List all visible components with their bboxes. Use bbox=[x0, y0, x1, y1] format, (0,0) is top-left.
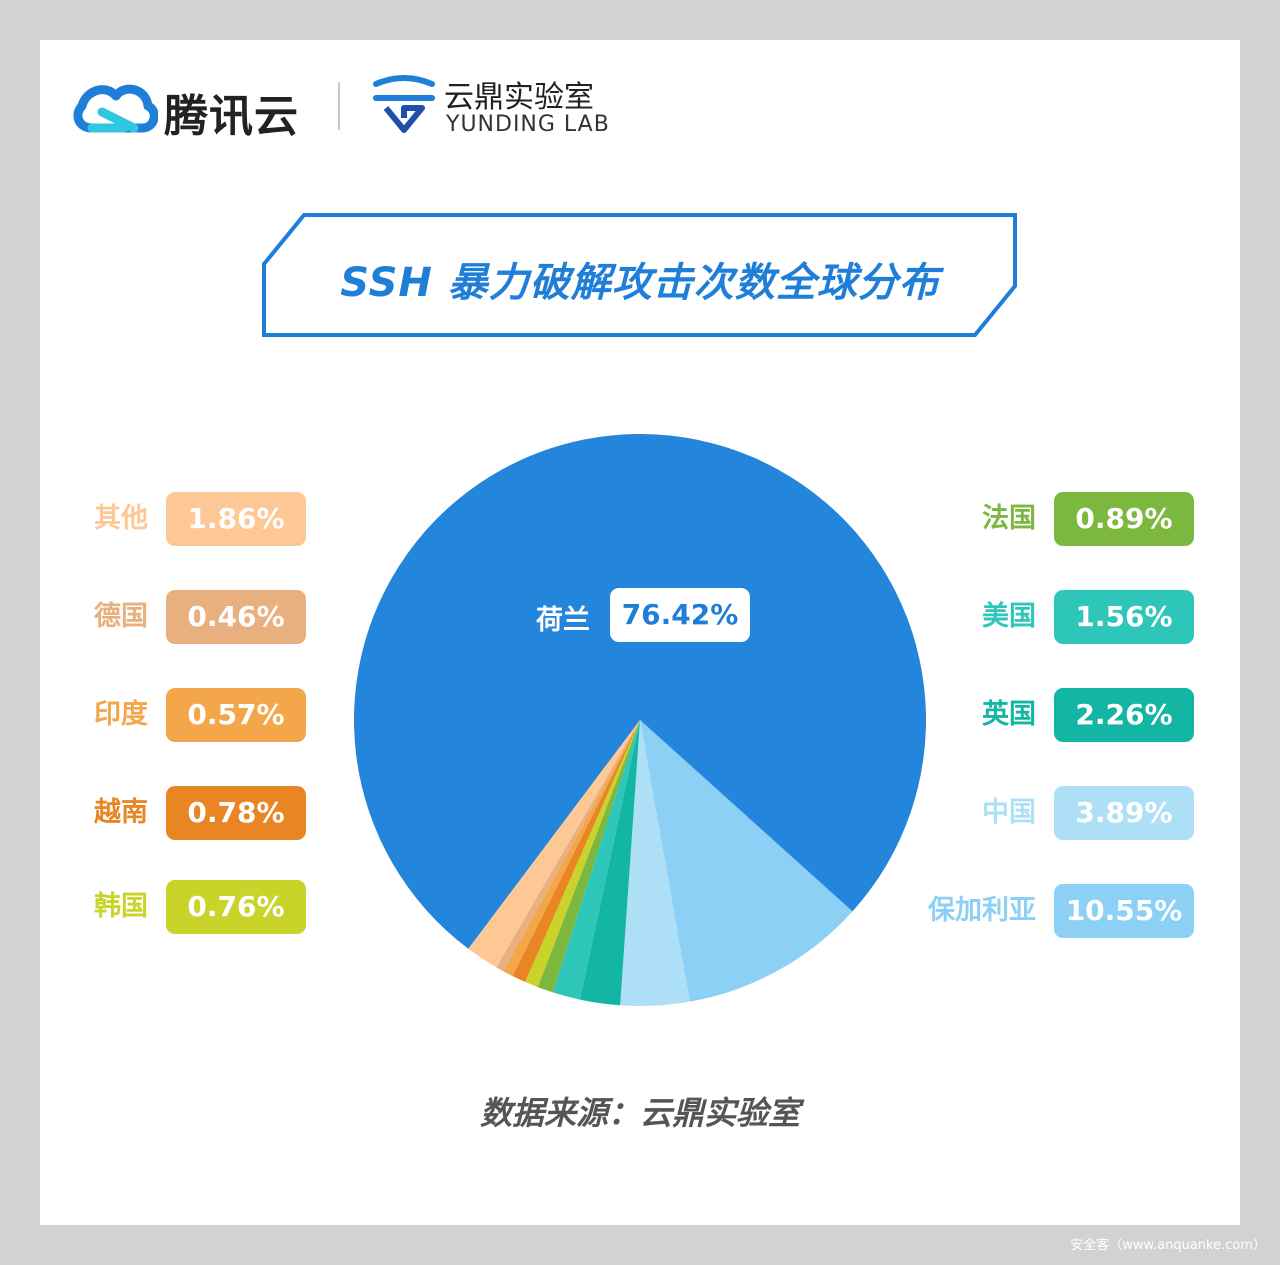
legend-item-germany: 德国 0.46% bbox=[80, 590, 306, 644]
legend-item-other: 其他 1.86% bbox=[80, 492, 306, 546]
brand-yunding-en: YUNDING LAB bbox=[446, 112, 610, 137]
legend-value: 0.46% bbox=[166, 590, 306, 644]
chart-title: SSH 暴力破解攻击次数全球分布 bbox=[340, 260, 940, 306]
pie-slice-越南 bbox=[512, 720, 640, 982]
pie-slice-英国 bbox=[579, 720, 640, 1006]
legend-label: 法国 bbox=[982, 503, 1036, 534]
data-source-note: 数据来源：云鼎实验室 bbox=[479, 1094, 800, 1132]
slice-label-netherlands: 荷兰 bbox=[536, 605, 590, 636]
pie-slice-印度 bbox=[503, 720, 640, 976]
legend-item-vietnam: 越南 0.78% bbox=[80, 786, 306, 840]
legend-item-korea: 韩国 0.76% bbox=[80, 880, 306, 934]
header: 腾讯云 云鼎实验室 YUNDING LAB bbox=[72, 68, 672, 148]
pie-slice-德国 bbox=[496, 720, 640, 972]
legend-item-france: 法国 0.89% bbox=[840, 492, 1194, 546]
tencent-cloud-icon bbox=[73, 84, 158, 133]
legend-item-usa: 美国 1.56% bbox=[840, 590, 1194, 644]
pie-slice-其他 bbox=[468, 720, 640, 968]
legend-label: 中国 bbox=[982, 797, 1036, 828]
legend-label: 保加利亚 bbox=[928, 895, 1036, 926]
pie-slice-韩国 bbox=[525, 720, 640, 988]
pie-slice-保加利亚 bbox=[640, 720, 853, 1002]
legend-label: 英国 bbox=[982, 699, 1036, 730]
legend-value: 1.86% bbox=[166, 492, 306, 546]
legend-value: 0.89% bbox=[1054, 492, 1194, 546]
brand-tencent: 腾讯云 bbox=[164, 91, 299, 142]
pie-slice-中国 bbox=[620, 720, 690, 1007]
yunding-lab-icon bbox=[373, 75, 435, 133]
pie-chart bbox=[353, 434, 926, 1007]
brand-yunding-cn: 云鼎实验室 bbox=[444, 80, 594, 115]
pie-slice-荷兰 bbox=[353, 434, 926, 949]
pie-slice-美国 bbox=[552, 720, 640, 1000]
infographic-card: 腾讯云 云鼎实验室 YUNDING LAB SSH 暴力破解攻击次数全球分布 荷… bbox=[40, 40, 1240, 1225]
legend-label: 韩国 bbox=[94, 891, 148, 922]
legend-label: 印度 bbox=[94, 699, 148, 730]
legend-label: 越南 bbox=[94, 797, 148, 828]
legend-value: 2.26% bbox=[1054, 688, 1194, 742]
legend-item-china: 中国 3.89% bbox=[840, 786, 1194, 840]
legend-item-bulgaria: 保加利亚 10.55% bbox=[840, 884, 1194, 938]
legend-value: 10.55% bbox=[1054, 884, 1194, 938]
legend-item-india: 印度 0.57% bbox=[80, 688, 306, 742]
legend-value: 0.57% bbox=[166, 688, 306, 742]
legend-item-uk: 英国 2.26% bbox=[840, 688, 1194, 742]
watermark: 安全客（www.anquanke.com） bbox=[1070, 1238, 1266, 1253]
pie-slice-法国 bbox=[537, 720, 640, 993]
legend-value: 0.78% bbox=[166, 786, 306, 840]
legend-label: 德国 bbox=[94, 601, 148, 632]
legend-value: 3.89% bbox=[1054, 786, 1194, 840]
legend-value: 1.56% bbox=[1054, 590, 1194, 644]
legend-label: 其他 bbox=[94, 503, 148, 534]
legend-label: 美国 bbox=[982, 601, 1036, 632]
header-divider bbox=[338, 82, 340, 130]
legend-value: 0.76% bbox=[166, 880, 306, 934]
slice-value-netherlands: 76.42% bbox=[610, 588, 750, 642]
title-frame bbox=[262, 213, 1017, 337]
